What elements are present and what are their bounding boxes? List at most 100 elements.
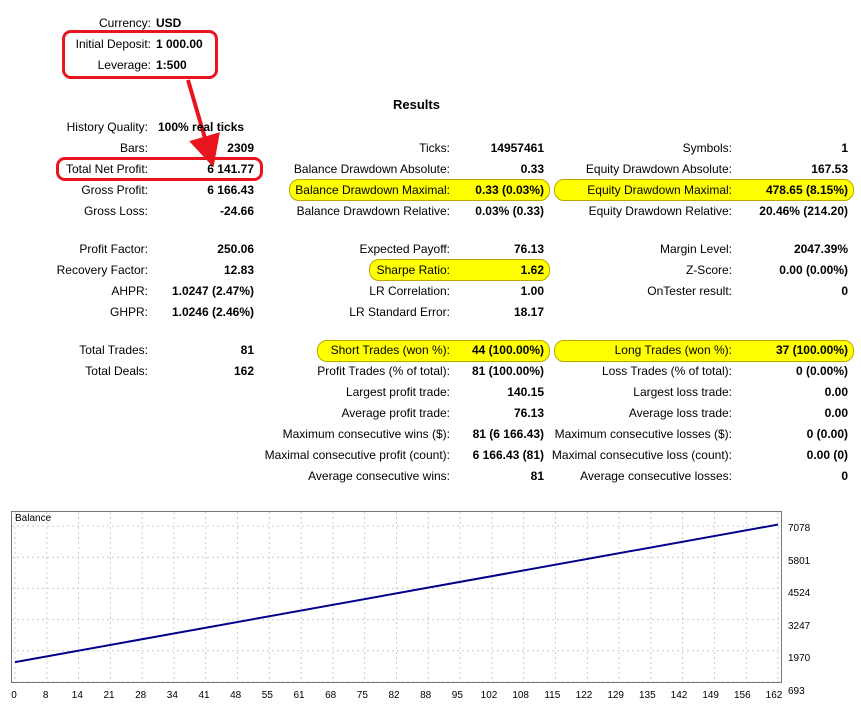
col2-label: Maximal consecutive profit (count): bbox=[264, 448, 450, 462]
x-tick-label: 108 bbox=[512, 690, 529, 701]
leverage-label: Leverage: bbox=[97, 58, 151, 72]
leverage-value: 1:500 bbox=[156, 58, 187, 72]
col3-value: 0.00 (0.00%) bbox=[779, 263, 848, 277]
y-tick-label: 693 bbox=[788, 686, 805, 697]
col3-value: 0 bbox=[841, 284, 848, 298]
col3-value: 0.00 bbox=[824, 385, 848, 399]
col1-label: AHPR: bbox=[111, 284, 148, 298]
col3-value: 167.53 bbox=[811, 162, 848, 176]
col3-label: Equity Drawdown Maximal: bbox=[587, 183, 732, 197]
col2-value: 18.17 bbox=[513, 305, 544, 319]
col2-value: 0.33 (0.03%) bbox=[475, 183, 544, 197]
x-tick-label: 149 bbox=[702, 690, 719, 701]
col1-label: Bars: bbox=[119, 141, 148, 155]
x-tick-label: 115 bbox=[544, 690, 561, 701]
col3-value: 0 bbox=[841, 469, 848, 483]
col3-value: 1 bbox=[841, 141, 848, 155]
x-tick-label: 135 bbox=[638, 690, 656, 701]
col2-value: 81 bbox=[530, 469, 544, 483]
currency-value: USD bbox=[156, 16, 182, 30]
x-tick-label: 68 bbox=[325, 690, 337, 701]
deposit-label: Initial Deposit: bbox=[75, 37, 151, 51]
col1-value: 250.06 bbox=[217, 242, 254, 256]
col1-label: Total Deals: bbox=[85, 364, 148, 378]
col2-label: LR Correlation: bbox=[369, 284, 450, 298]
col2-value: 1.62 bbox=[520, 263, 544, 277]
currency-label: Currency: bbox=[98, 16, 151, 30]
x-tick-label: 8 bbox=[42, 690, 49, 701]
col3-label: Long Trades (won %): bbox=[614, 343, 732, 357]
col1-value: 6 141.77 bbox=[207, 162, 254, 176]
col1-value: 2309 bbox=[227, 141, 254, 155]
col3-label: Z-Score: bbox=[685, 263, 732, 277]
col1-value: 162 bbox=[233, 364, 254, 378]
x-tick-label: 28 bbox=[135, 690, 147, 701]
col2-label: Balance Drawdown Absolute: bbox=[293, 162, 450, 176]
col3-label: Symbols: bbox=[682, 141, 732, 155]
results-title: Results bbox=[393, 97, 440, 112]
col1-value: 81 bbox=[240, 343, 254, 357]
col3-value: 0 (0.00) bbox=[806, 427, 848, 441]
col2-label: Short Trades (won %): bbox=[330, 343, 450, 357]
col2-label: Expected Payoff: bbox=[359, 242, 450, 256]
col1-value: 12.83 bbox=[223, 263, 254, 277]
highlight-balance-dd-max bbox=[289, 179, 550, 201]
col3-value: 0.00 (0) bbox=[806, 448, 848, 462]
x-tick-label: 55 bbox=[261, 690, 273, 701]
col2-label: Profit Trades (% of total): bbox=[317, 364, 450, 378]
col2-value: 76.13 bbox=[513, 242, 544, 256]
x-tick-label: 88 bbox=[420, 690, 432, 701]
col3-label: Maximum consecutive losses ($): bbox=[554, 427, 732, 441]
x-tick-label: 162 bbox=[765, 690, 783, 701]
col2-value: 1.00 bbox=[520, 284, 544, 298]
col3-value: 478.65 (8.15%) bbox=[765, 183, 848, 197]
x-tick-label: 41 bbox=[198, 690, 210, 701]
balance-chart bbox=[11, 511, 782, 683]
col3-label: OnTester result: bbox=[647, 284, 732, 298]
col2-label: LR Standard Error: bbox=[349, 305, 450, 319]
col3-label: Loss Trades (% of total): bbox=[601, 364, 732, 378]
col2-value: 14957461 bbox=[490, 141, 544, 155]
y-tick-label: 5801 bbox=[788, 555, 811, 567]
x-tick-label: 142 bbox=[670, 690, 688, 701]
col2-value: 76.13 bbox=[513, 406, 544, 420]
col3-label: Average consecutive losses: bbox=[580, 469, 732, 483]
x-tick-label: 0 bbox=[11, 690, 17, 701]
col2-label: Ticks: bbox=[419, 141, 450, 155]
chart-title: Balance bbox=[15, 513, 52, 524]
col1-value: 6 166.43 bbox=[207, 183, 254, 197]
col3-value: 37 (100.00%) bbox=[775, 343, 848, 357]
x-tick-label: 82 bbox=[388, 690, 400, 701]
col2-label: Largest profit trade: bbox=[345, 385, 450, 399]
x-tick-label: 75 bbox=[356, 690, 368, 701]
col1-value: -24.66 bbox=[219, 204, 254, 218]
col3-value: 2047.39% bbox=[793, 242, 848, 256]
x-tick-label: 21 bbox=[103, 690, 115, 701]
col3-value: 0.00 bbox=[824, 406, 848, 420]
col2-value: 81 (100.00%) bbox=[471, 364, 544, 378]
col1-label: Gross Profit: bbox=[81, 183, 148, 197]
col2-label: Sharpe Ratio: bbox=[376, 263, 450, 277]
col1-value: 1.0246 (2.46%) bbox=[171, 305, 254, 319]
col3-label: Maximal consecutive loss (count): bbox=[551, 448, 732, 462]
col1-label: Profit Factor: bbox=[79, 242, 148, 256]
highlight-long-trades bbox=[554, 340, 854, 362]
col3-label: Equity Drawdown Absolute: bbox=[585, 162, 732, 176]
col3-label: Margin Level: bbox=[659, 242, 732, 256]
col1-label: GHPR: bbox=[109, 305, 148, 319]
col2-label: Balance Drawdown Relative: bbox=[296, 204, 450, 218]
col2-label: Average consecutive wins: bbox=[308, 469, 450, 483]
col3-value: 20.46% (214.20) bbox=[759, 204, 848, 218]
x-tick-label: 122 bbox=[575, 690, 593, 701]
col1-value: 1.0247 (2.47%) bbox=[171, 284, 254, 298]
col1-label: Gross Loss: bbox=[83, 204, 148, 218]
deposit-value: 1 000.00 bbox=[156, 37, 203, 51]
highlight-equity-dd-max bbox=[554, 179, 854, 201]
col3-label: Largest loss trade: bbox=[633, 385, 732, 399]
highlight-total-net-profit bbox=[56, 157, 263, 181]
col2-value: 0.33 bbox=[520, 162, 544, 176]
col3-label: Equity Drawdown Relative: bbox=[588, 204, 732, 218]
col1-label: Total Net Profit: bbox=[65, 162, 148, 176]
col1-label: Total Trades: bbox=[79, 343, 148, 357]
x-tick-label: 95 bbox=[451, 690, 463, 701]
